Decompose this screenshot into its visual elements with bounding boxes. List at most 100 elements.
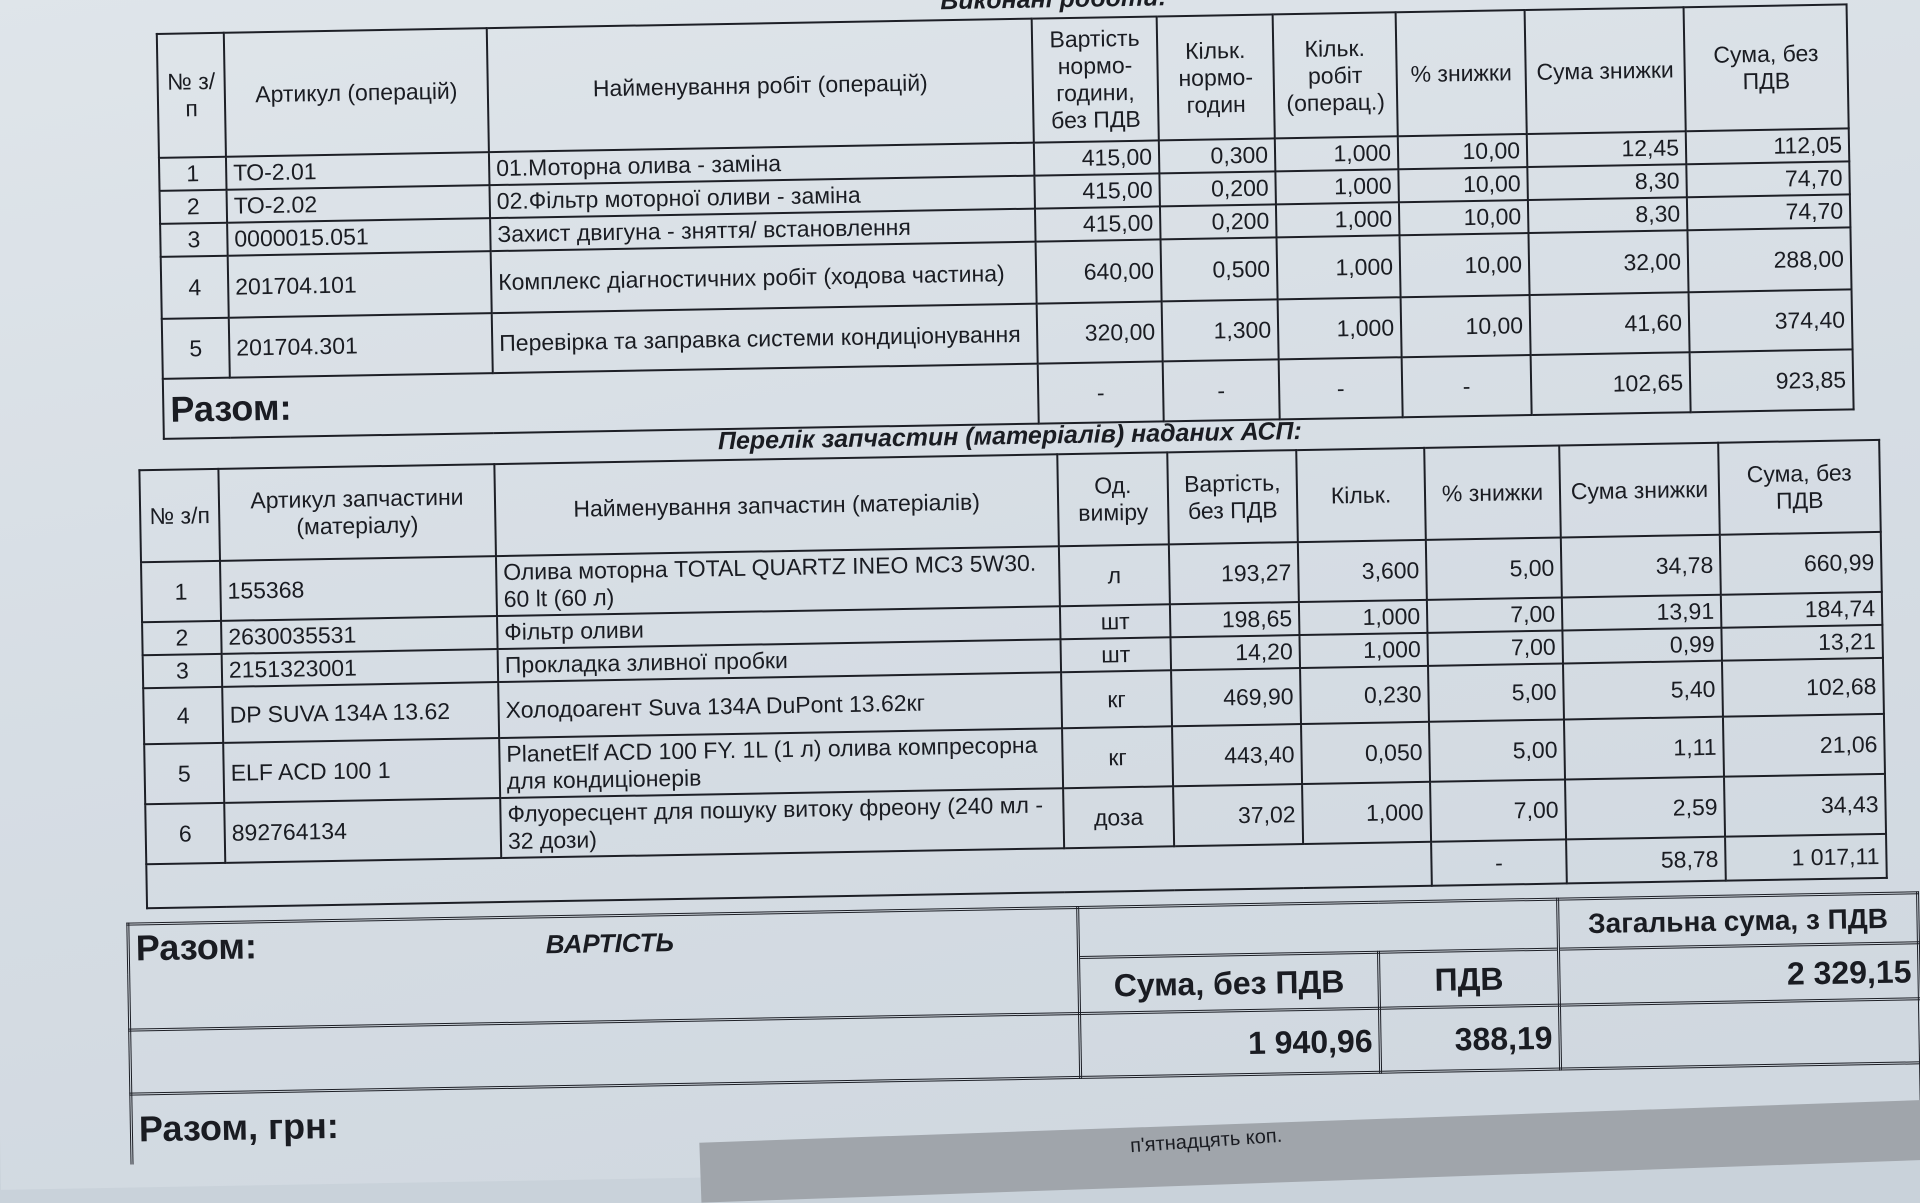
parts-cell-unit: кг xyxy=(1062,726,1174,789)
parts-col-header: Вартість, без ПДВ xyxy=(1167,450,1298,545)
works-col-header: Кільк. нормо-годин xyxy=(1156,14,1275,141)
parts-cell-disc_pct: 7,00 xyxy=(1430,779,1567,842)
parts-cell-code: DP SUVA 134A 13.62 xyxy=(222,682,500,743)
parts-cell-code: ELF ACD 100 1 xyxy=(223,738,501,803)
parts-col-header: % знижки xyxy=(1424,445,1561,540)
works-cell-hours: 0,500 xyxy=(1160,237,1278,302)
parts-cell-disc_sum: 34,78 xyxy=(1560,534,1721,598)
parts-cell-no: 4 xyxy=(143,686,224,745)
works-col-header: Найменування робіт (операцій) xyxy=(486,18,1034,153)
parts-cell-no: 2 xyxy=(142,620,222,656)
parts-cell-code: 2151323001 xyxy=(221,649,499,687)
works-col-header: Кільк. робіт (операц.) xyxy=(1272,12,1398,139)
cost-label: ВАРТІСТЬ xyxy=(545,926,675,960)
parts-cell-sum: 660,99 xyxy=(1719,531,1882,595)
works-cell-disc_sum: 32,00 xyxy=(1528,230,1689,296)
summary-value-net: 1 940,96 xyxy=(1079,1008,1381,1078)
parts-cell-qty: 1,000 xyxy=(1298,599,1428,636)
works-cell-price: 640,00 xyxy=(1035,239,1162,304)
parts-col-header: Од. виміру xyxy=(1057,452,1169,547)
summary-header-total: Загальна сума, з ПДВ xyxy=(1557,892,1919,950)
parts-cell-unit: шт xyxy=(1060,637,1172,673)
works-total-sum: 923,85 xyxy=(1689,349,1854,413)
parts-cell-no: 6 xyxy=(145,802,226,865)
summary-header-net: Сума, без ПДВ xyxy=(1078,952,1380,1014)
works-col-header: Сума, без ПДВ xyxy=(1683,4,1849,132)
parts-cell-sum: 13,21 xyxy=(1721,624,1883,661)
works-cell-no: 5 xyxy=(161,317,230,379)
works-cell-sum: 374,40 xyxy=(1688,289,1853,353)
works-cell-disc_sum: 8,30 xyxy=(1527,197,1688,234)
works-col-header: Артикул (операцій) xyxy=(223,28,489,157)
parts-col-header: № з/п xyxy=(139,468,221,563)
works-cell-name: Комплекс діагностичних робіт (ходова час… xyxy=(490,241,1037,314)
works-total-hours: - xyxy=(1162,359,1280,422)
parts-cell-name: Холодоагент Suva 134A DuPont 13.62кг xyxy=(498,672,1063,739)
parts-cell-sum: 184,74 xyxy=(1720,591,1883,628)
works-cell-no: 1 xyxy=(158,156,227,191)
summary-total-text: Разом: xyxy=(135,925,258,969)
parts-cell-price: 14,20 xyxy=(1170,635,1301,671)
parts-cell-unit: доза xyxy=(1063,786,1175,849)
parts-cell-unit: л xyxy=(1058,544,1170,607)
summary-value-total: 2 329,15 xyxy=(1558,942,1920,1006)
works-cell-disc_sum: 41,60 xyxy=(1529,292,1690,355)
works-cell-price: 415,00 xyxy=(1033,140,1160,176)
parts-cell-no: 1 xyxy=(141,560,222,623)
parts-cell-disc_sum: 13,91 xyxy=(1561,594,1722,631)
parts-col-header: Артикул запчастини (матеріалу) xyxy=(218,464,496,561)
parts-cell-code: 892764134 xyxy=(224,798,502,863)
parts-col-header: Сума, без ПДВ xyxy=(1718,439,1881,535)
works-cell-disc_sum: 8,30 xyxy=(1527,164,1687,201)
works-cell-disc_pct: 10,00 xyxy=(1398,200,1529,236)
parts-cell-disc_pct: 5,00 xyxy=(1425,537,1562,600)
works-cell-qty: 1,000 xyxy=(1275,169,1399,205)
summary-header-vat: ПДВ xyxy=(1378,949,1560,1009)
works-col-header: Вартість нормо-години, без ПДВ xyxy=(1031,16,1159,143)
works-col-header: № з/п xyxy=(156,32,226,158)
works-cell-qty: 1,000 xyxy=(1274,136,1399,172)
parts-cell-sum: 21,06 xyxy=(1722,713,1885,777)
works-col-header: % знижки xyxy=(1395,10,1527,137)
parts-cell-disc_pct: 7,00 xyxy=(1426,597,1563,633)
works-cell-disc_pct: 10,00 xyxy=(1398,167,1528,203)
works-cell-code: 0000015.051 xyxy=(227,218,491,256)
parts-cell-qty: 1,000 xyxy=(1302,781,1432,845)
works-cell-sum: 74,70 xyxy=(1686,194,1851,231)
works-cell-no: 3 xyxy=(160,222,228,257)
works-cell-code: 201704.301 xyxy=(228,313,493,378)
parts-cell-disc_sum: 0,99 xyxy=(1562,627,1722,664)
parts-col-header: Найменування запчастин (матеріалів) xyxy=(494,454,1059,557)
parts-cell-disc_pct: 5,00 xyxy=(1428,719,1566,782)
parts-cell-disc_sum: 2,59 xyxy=(1565,776,1726,840)
works-cell-disc_pct: 10,00 xyxy=(1400,295,1531,358)
parts-cell-price: 193,27 xyxy=(1168,542,1299,605)
parts-cell-disc_sum: 1,11 xyxy=(1563,716,1724,780)
works-cell-no: 2 xyxy=(159,189,228,224)
summary-value-vat: 388,19 xyxy=(1379,1005,1561,1073)
parts-cell-qty: 0,050 xyxy=(1301,721,1431,785)
parts-cell-no: 5 xyxy=(144,742,225,805)
works-cell-sum: 112,05 xyxy=(1685,128,1850,165)
parts-cell-code: 2630035531 xyxy=(221,616,498,654)
works-cell-sum: 288,00 xyxy=(1687,227,1852,293)
parts-table: № з/п Артикул запчастини (матеріалу) Найме… xyxy=(138,439,1887,909)
parts-cell-qty: 1,000 xyxy=(1299,632,1429,669)
works-cell-code: 201704.101 xyxy=(227,251,492,318)
works-cell-qty: 1,000 xyxy=(1276,235,1401,300)
parts-cell-qty: 3,600 xyxy=(1297,539,1427,603)
works-cell-disc_sum: 12,45 xyxy=(1526,131,1687,168)
parts-cell-name: Олива моторна TOTAL QUARTZ INEO MC3 5W30… xyxy=(495,546,1060,617)
works-cell-price: 320,00 xyxy=(1036,301,1163,364)
works-cell-disc_pct: 10,00 xyxy=(1397,134,1528,170)
parts-cell-sum: 102,68 xyxy=(1721,657,1884,717)
works-cell-hours: 1,300 xyxy=(1161,299,1279,362)
parts-col-header: Кільк. xyxy=(1296,447,1426,543)
works-cell-hours: 0,200 xyxy=(1159,171,1276,207)
parts-cell-price: 37,02 xyxy=(1173,784,1304,847)
parts-cell-name: PlanetElf ACD 100 FY. 1L (1 л) олива ком… xyxy=(499,728,1064,799)
parts-cell-price: 443,40 xyxy=(1172,724,1303,787)
works-total-price: - xyxy=(1037,361,1164,424)
parts-total-sum: 1 017,11 xyxy=(1725,833,1887,881)
works-cell-name: Перевірка та заправка системи кондиціону… xyxy=(491,303,1038,374)
